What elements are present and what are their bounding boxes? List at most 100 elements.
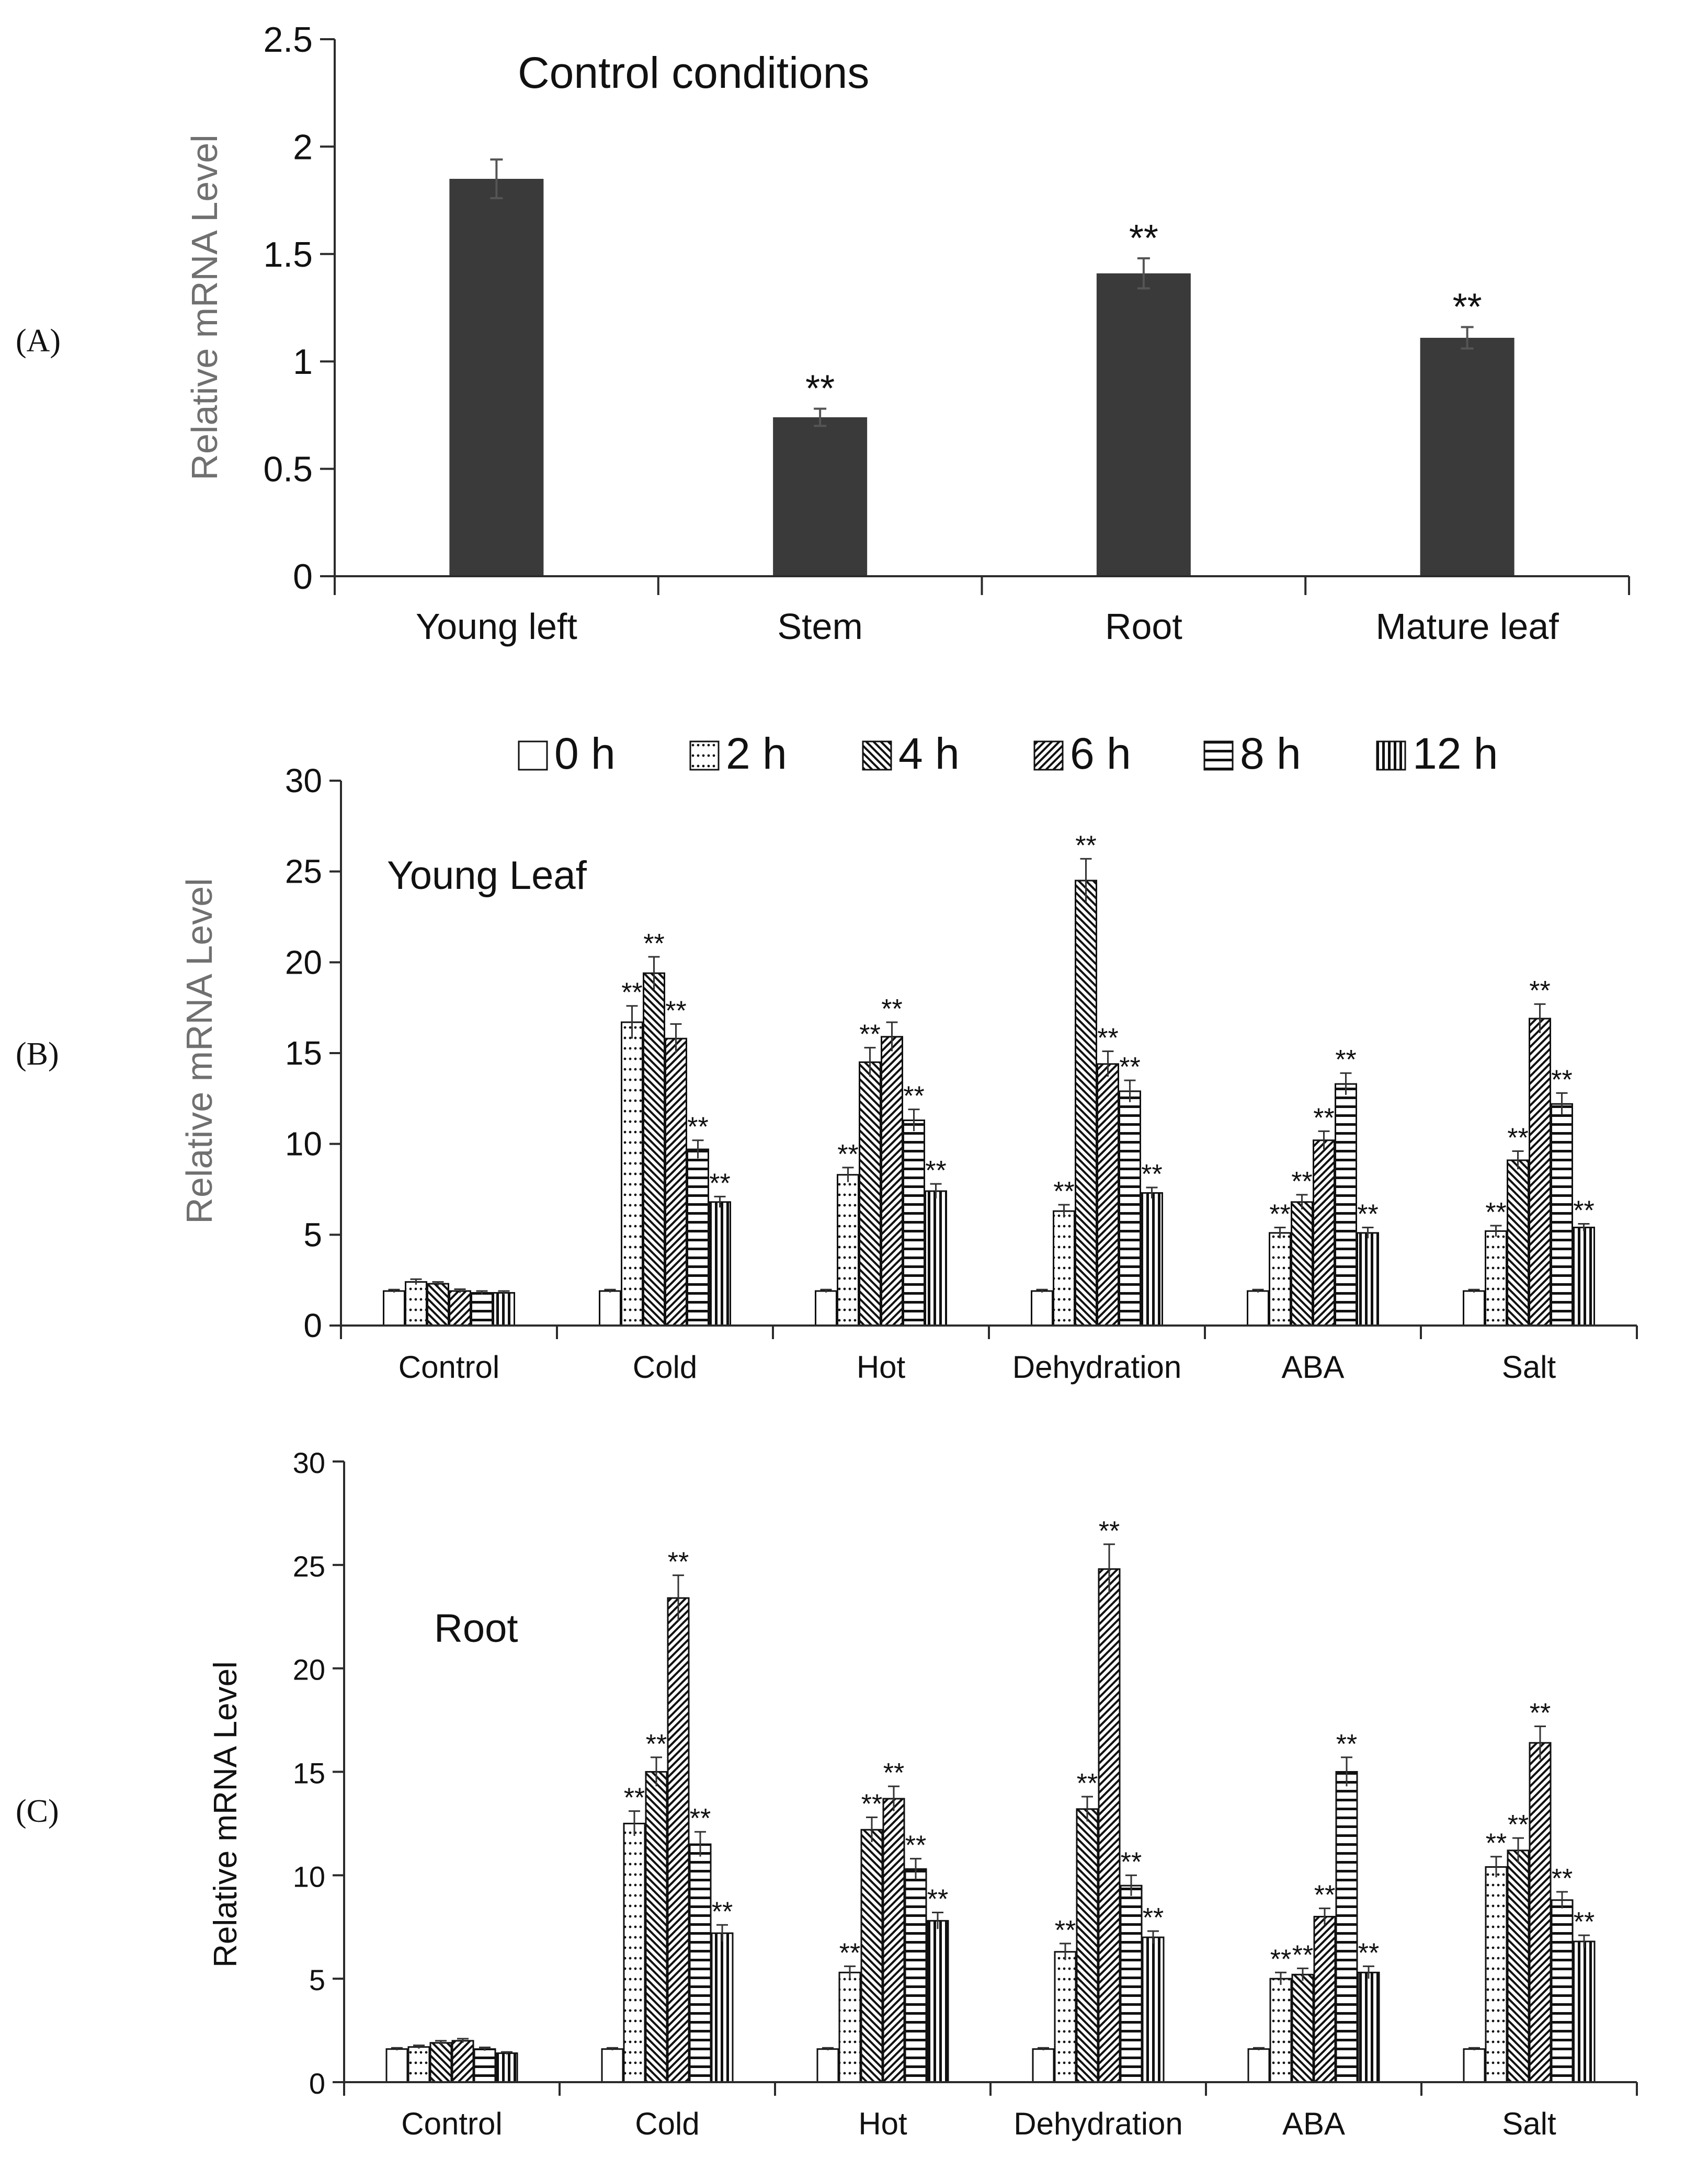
panel-c-error-bar [910, 1858, 921, 1880]
panel-c-bar [1573, 1940, 1596, 2083]
panel-b-error-bar [604, 1288, 616, 1293]
panel-b-bar [687, 1148, 709, 1327]
panel-c-bar [667, 1597, 690, 2083]
legend-swatch [518, 740, 548, 771]
panel-c-bar [473, 2048, 496, 2083]
panel-b-bar [383, 1290, 405, 1327]
panel-c-error-bar [694, 1831, 706, 1857]
panel-b-error-bar [1318, 1130, 1330, 1150]
panel-b-x-category-label: Control [398, 1350, 499, 1385]
panel-c-error-bar [1468, 2047, 1480, 2051]
panel-b-error-bar [908, 1109, 920, 1132]
panel-a-y-tick-label: 2.5 [263, 20, 313, 60]
panel-b-significance-mark: ** [1551, 1065, 1572, 1095]
panel-b-error-bar [930, 1183, 942, 1198]
panel-b-significance-mark: ** [903, 1081, 924, 1112]
panel-c-significance-mark: ** [861, 1789, 882, 1820]
panel-a-axes [334, 39, 1630, 595]
panel-c-error-bar [1341, 1756, 1352, 1787]
panel-b-bar [643, 972, 665, 1327]
panel-b-bars [383, 880, 1595, 1327]
panel-b-error-bar [498, 1290, 510, 1295]
legend-label: 8 h [1240, 729, 1301, 778]
panel-a-error-bar [1137, 257, 1150, 290]
panel-b-error-bar [1362, 1226, 1374, 1239]
panel-b-significance-mark: ** [1075, 830, 1096, 861]
panel-b-error-bar [1058, 1204, 1070, 1218]
panel-a-y-tick-label: 0 [293, 557, 313, 597]
panel-b-significance-mark: ** [1573, 1195, 1594, 1226]
legend-label: 2 h [726, 729, 787, 778]
panel-b-error-bar [1102, 1050, 1114, 1077]
legend-item: 6 h [1033, 729, 1131, 778]
panel-b-error-bar [692, 1139, 704, 1159]
panel-a-bar [1420, 338, 1515, 576]
panel-c-error-bar [1578, 1934, 1590, 1948]
panel-c-bar [495, 2052, 518, 2083]
panel-c-bar [407, 2046, 430, 2083]
panel-b-significance-marks: ****************************************… [621, 830, 1594, 1229]
legend-label: 4 h [898, 729, 960, 778]
panel-b-chart: (B) Young Leaf Relative mRNA Level 0 5 10 1… [16, 762, 1638, 1385]
panel-b-significance-mark: ** [1291, 1167, 1312, 1197]
panel-c-bar [1551, 1899, 1574, 2083]
panel-b-y-ticks: 0 5 10 15 20 25 30 [285, 762, 341, 1344]
panel-c-bar [1529, 1742, 1552, 2083]
panel-b-bar [1507, 1159, 1529, 1327]
panel-b-significance-mark: ** [1507, 1123, 1528, 1153]
panel-c-bar [1485, 1866, 1508, 2083]
panel-c-y-axis-label: Relative mRNA Level [208, 1661, 244, 1968]
panel-c-bar [1269, 1978, 1292, 2083]
panel-a-significance-mark: ** [805, 368, 835, 410]
panel-c-bar [1120, 1885, 1143, 2083]
panel-b-bar [709, 1201, 731, 1327]
panel-b-error-bar [1468, 1288, 1480, 1293]
panel-b-significance-mark: ** [1485, 1197, 1506, 1228]
panel-a-bars [449, 179, 1515, 576]
panel-b-significance-mark: ** [881, 994, 902, 1024]
panel-b-significance-mark: ** [621, 978, 642, 1008]
panel-c-error-bar [1038, 2047, 1049, 2051]
panel-b-significance-mark: ** [687, 1112, 708, 1143]
panel-c-error-bar [629, 1810, 640, 1836]
panel-b-bar [1141, 1192, 1163, 1327]
panel-c-x-category-label: Cold [635, 2106, 699, 2141]
panel-c-error-bar [866, 1817, 878, 1843]
panel-a-significance-mark: ** [1129, 218, 1158, 259]
panel-c-bar [601, 2048, 624, 2083]
panel-a-y-tick-label: 0.5 [263, 450, 313, 489]
panel-b-error-bar [454, 1288, 466, 1293]
panel-c-bar [689, 1843, 712, 2083]
panel-a-error-bar [814, 407, 827, 427]
panel-b-y-axis-label: Relative mRNA Level [179, 878, 220, 1224]
panel-c-title: Root [434, 1606, 518, 1651]
panel-c-bar [1076, 1808, 1099, 2083]
panel-c-significance-mark: ** [712, 1897, 733, 1927]
panel-b-bar [1551, 1103, 1573, 1327]
panel-c-y-tick-label: 10 [293, 1860, 325, 1893]
panel-b-significance-mark: ** [859, 1020, 880, 1050]
panel-b-bar [1573, 1226, 1595, 1327]
panel-b-x-categories: Control Cold Hot Dehydration ABA Salt [398, 1350, 1556, 1385]
panel-b-significance-mark: ** [1269, 1199, 1290, 1229]
panel-c-error-bar [1081, 1796, 1093, 1822]
panel-b-significance-mark: ** [1357, 1199, 1378, 1229]
panel-c-bar [429, 2042, 452, 2083]
panel-c-error-bar [1319, 1908, 1330, 1925]
panel-c-significance-mark: ** [1055, 1915, 1076, 1946]
panel-c-error-bar [413, 2045, 425, 2049]
panel-c-chart: (C) Root Relative mRNA Level 0 5 10 15 20 25 3… [16, 1446, 1638, 2141]
panel-b-y-tick-label: 10 [285, 1125, 322, 1163]
panel-c-error-bar [888, 1785, 899, 1811]
panel-c-error-bar [391, 2047, 403, 2051]
panel-c-y-tick-label: 30 [293, 1446, 325, 1479]
panel-c-error-bar [822, 2047, 834, 2051]
panel-b-error-bar [1036, 1288, 1048, 1293]
panel-c-x-category-label: Salt [1502, 2106, 1556, 2141]
panel-b-error-bar [626, 1005, 638, 1039]
panel-c-error-bar [844, 1965, 856, 1979]
panel-b-error-bar [842, 1167, 854, 1182]
legend-item: 0 h [518, 729, 616, 778]
panel-b-y-tick-label: 15 [285, 1034, 322, 1072]
